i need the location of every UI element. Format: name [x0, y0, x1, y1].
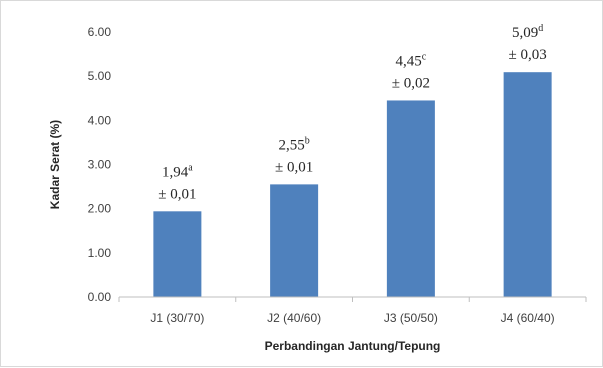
- value-label-notation: d: [538, 23, 543, 34]
- y-axis-ticks: 0.00 1.00 2.00 3.00 4.00 5.00 6.00: [88, 25, 112, 304]
- error-label: ± 0,03: [509, 47, 547, 63]
- value-label: 2,55b: [279, 135, 310, 153]
- x-tick-label: J4 (60/40): [501, 311, 555, 325]
- x-tick-label: J1 (30/70): [150, 311, 204, 325]
- value-label-number: 2,55: [279, 137, 305, 153]
- value-label-notation: a: [188, 162, 193, 173]
- value-label-number: 1,94: [162, 164, 189, 180]
- value-label-number: 5,09: [512, 25, 538, 41]
- y-tick-label: 2.00: [88, 202, 112, 216]
- y-tick-label: 6.00: [88, 25, 112, 39]
- x-tick-label: J3 (50/50): [384, 311, 438, 325]
- y-axis-title: Kadar Serat (%): [48, 120, 62, 209]
- data-labels: 1,94a ± 0,01 2,55b ± 0,01 4,45c ± 0,02 5,09d ± …: [158, 23, 546, 202]
- x-tick-label: J2 (40/60): [267, 311, 321, 325]
- error-label: ± 0,01: [275, 159, 313, 175]
- value-label: 4,45c: [396, 51, 427, 69]
- x-axis-ticks: J1 (30/70) J2 (40/60) J3 (50/50) J4 (60/40): [118, 297, 587, 325]
- bar: [503, 72, 552, 297]
- bars: [153, 72, 552, 297]
- error-label: ± 0,02: [392, 75, 430, 91]
- y-tick-label: 3.00: [88, 158, 112, 172]
- bar: [153, 211, 202, 297]
- y-tick-label: 0.00: [88, 290, 112, 304]
- value-label-notation: c: [422, 51, 427, 62]
- y-tick-label: 5.00: [88, 69, 112, 83]
- value-label: 1,94a: [162, 162, 193, 180]
- value-label: 5,09d: [512, 23, 543, 41]
- error-label: ± 0,01: [158, 186, 196, 202]
- x-axis-title: Perbandingan Jantung/Tepung: [265, 339, 441, 353]
- value-label-notation: b: [305, 135, 310, 146]
- value-label-number: 4,45: [396, 53, 422, 69]
- bar: [270, 184, 319, 297]
- bar: [386, 100, 435, 297]
- y-tick-label: 1.00: [88, 246, 112, 260]
- y-tick-label: 4.00: [88, 113, 112, 127]
